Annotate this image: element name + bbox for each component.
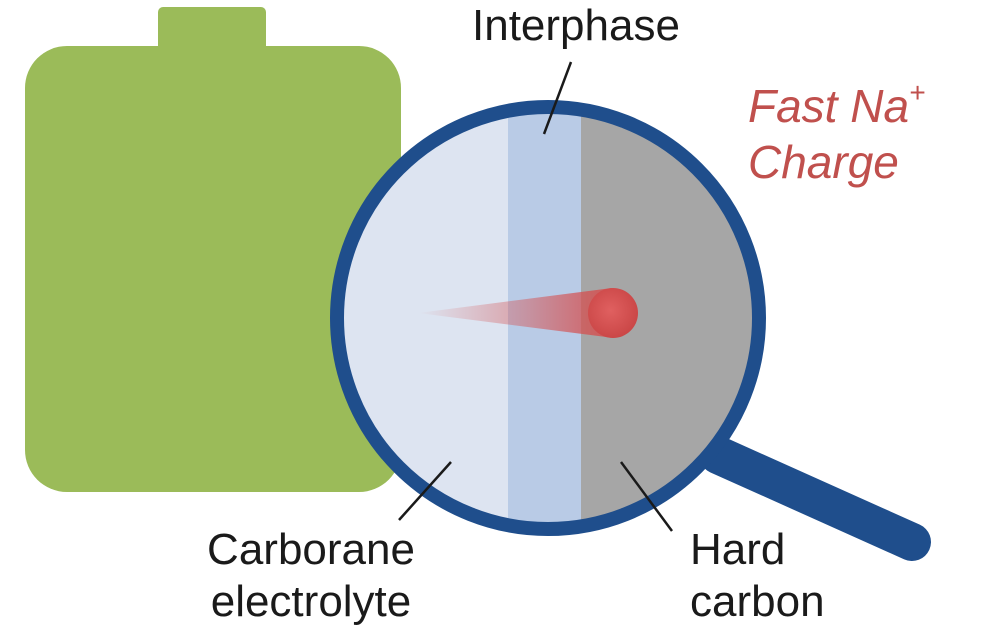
electrolyte-label-line2: electrolyte (210, 577, 412, 626)
ion-sphere (588, 288, 638, 338)
battery-icon (25, 7, 401, 492)
battery-body (25, 46, 401, 492)
hard-carbon-label-line2: carbon (690, 577, 825, 626)
interphase-label: Interphase (472, 1, 680, 50)
magnifier-handle (699, 436, 931, 561)
sodium-charge-superscript: + (909, 77, 926, 108)
hard-carbon-leader (619, 461, 674, 532)
ion-trail (418, 288, 614, 338)
electrolyte-label: Carborane electrolyte (186, 524, 436, 628)
fast-charge-text: Fast Na (748, 80, 910, 132)
fast-charge-label: Fast Na+ Charge (748, 78, 925, 190)
magnifier-ring (330, 100, 766, 536)
sodium-ion-icon (418, 288, 638, 338)
hard-carbon-label-line1: Hard (690, 525, 786, 574)
hard-carbon-label: Hard carbon (690, 524, 825, 628)
fast-charge-line2: Charge (748, 136, 899, 188)
electrolyte-label-line1: Carborane (207, 525, 415, 574)
interphase-leader (542, 61, 573, 135)
electrolyte-leader (398, 461, 452, 521)
fast-charge-line1: Fast Na+ (748, 78, 925, 134)
